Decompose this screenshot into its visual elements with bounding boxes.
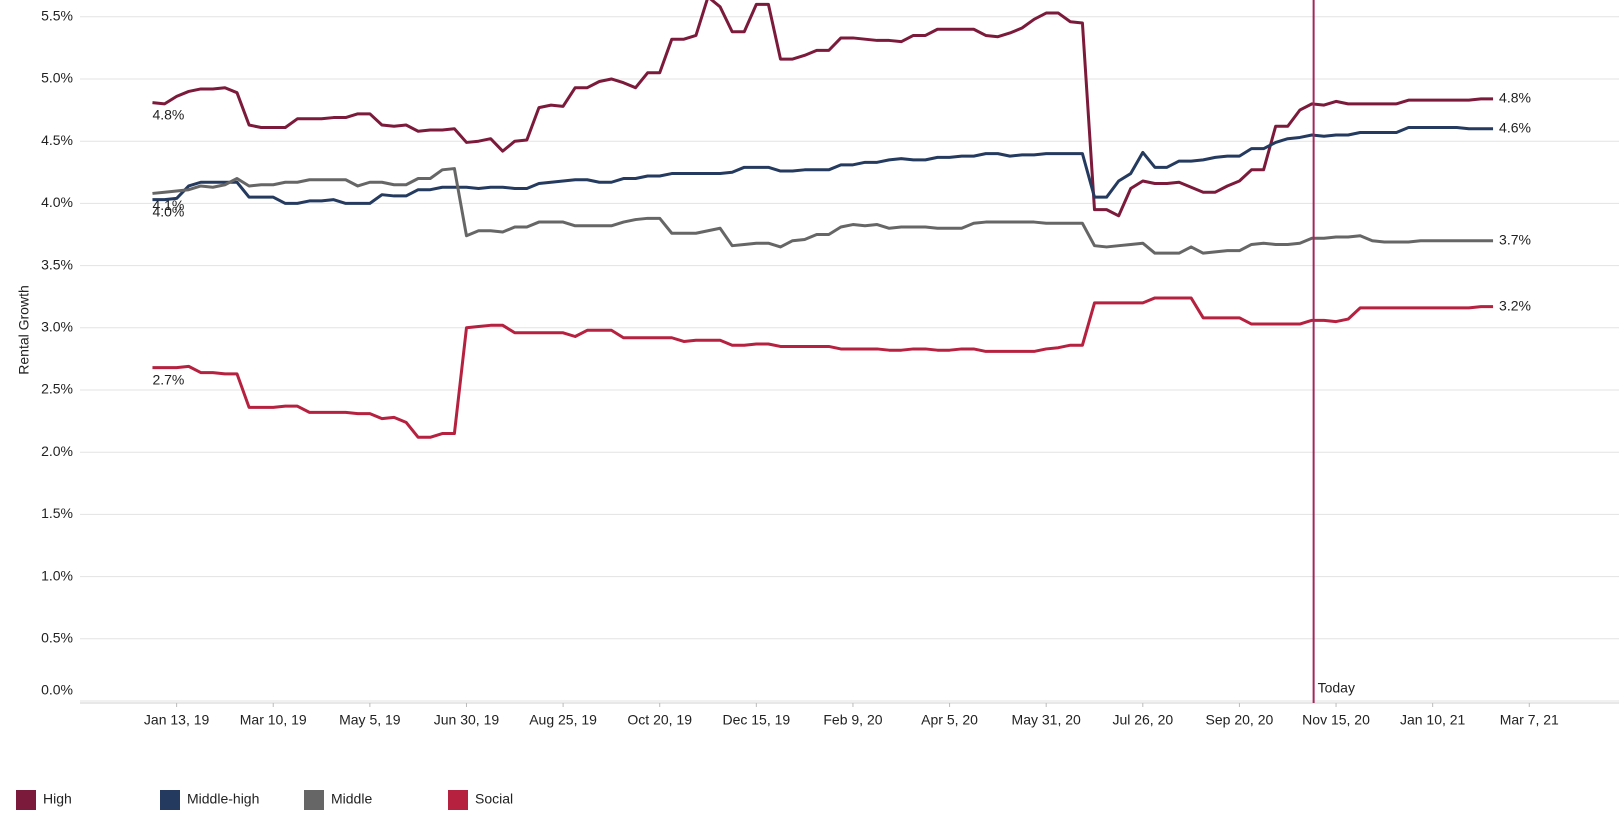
x-tick-label: Dec 15, 19 xyxy=(722,712,790,728)
y-tick-label: 2.0% xyxy=(41,443,73,459)
x-tick-label: Sep 20, 20 xyxy=(1206,712,1274,728)
y-tick-label: 1.0% xyxy=(41,567,73,583)
legend-swatch xyxy=(304,790,324,810)
y-tick-label: 1.5% xyxy=(41,505,73,521)
x-tick-label: May 31, 20 xyxy=(1012,712,1081,728)
x-tick-label: Oct 20, 19 xyxy=(627,712,692,728)
data-label: 4.8% xyxy=(152,106,184,122)
series-line xyxy=(152,296,1494,439)
legend-label: Social xyxy=(475,791,513,807)
y-tick-label: 0.0% xyxy=(41,682,73,698)
series-line xyxy=(152,0,1494,218)
series-line xyxy=(152,167,1494,255)
data-label: 4.1% xyxy=(152,197,184,213)
data-label: 2.7% xyxy=(152,371,184,387)
x-tick-label: Feb 9, 20 xyxy=(823,712,882,728)
y-tick-label: 5.0% xyxy=(41,70,73,86)
x-tick-label: Jul 26, 20 xyxy=(1112,712,1173,728)
y-tick-label: 4.5% xyxy=(41,132,73,148)
y-tick-label: 5.5% xyxy=(41,7,73,23)
legend-swatch xyxy=(448,790,468,810)
x-tick-label: Nov 15, 20 xyxy=(1302,712,1370,728)
plot-area xyxy=(152,0,1494,439)
legend-label: Middle-high xyxy=(187,791,259,807)
legend-label: High xyxy=(43,791,72,807)
data-label: 3.2% xyxy=(1499,297,1531,313)
data-label: 3.7% xyxy=(1499,231,1531,247)
x-tick-label: Jan 13, 19 xyxy=(144,712,210,728)
data-label: 4.0% xyxy=(152,203,184,219)
data-label: 4.8% xyxy=(1499,90,1531,106)
data-label: 4.6% xyxy=(1499,119,1531,135)
y-tick-label: 2.5% xyxy=(41,381,73,397)
legend-label: Middle xyxy=(331,791,372,807)
x-tick-label: Aug 25, 19 xyxy=(529,712,597,728)
y-axis-label: Rental Growth xyxy=(16,285,32,374)
legend-swatch xyxy=(160,790,180,810)
x-tick-label: Mar 7, 21 xyxy=(1500,712,1559,728)
y-tick-label: 0.5% xyxy=(41,630,73,646)
legend-swatch xyxy=(16,790,36,810)
series-line xyxy=(152,126,1494,205)
x-tick-label: Jun 30, 19 xyxy=(434,712,500,728)
x-tick-label: May 5, 19 xyxy=(339,712,401,728)
y-tick-label: 3.5% xyxy=(41,256,73,272)
x-tick-label: Apr 5, 20 xyxy=(921,712,978,728)
today-label: Today xyxy=(1318,680,1355,696)
x-tick-label: Jan 10, 21 xyxy=(1400,712,1466,728)
y-tick-label: 4.0% xyxy=(41,194,73,210)
y-tick-label: 3.0% xyxy=(41,318,73,334)
x-tick-label: Mar 10, 19 xyxy=(240,712,307,728)
